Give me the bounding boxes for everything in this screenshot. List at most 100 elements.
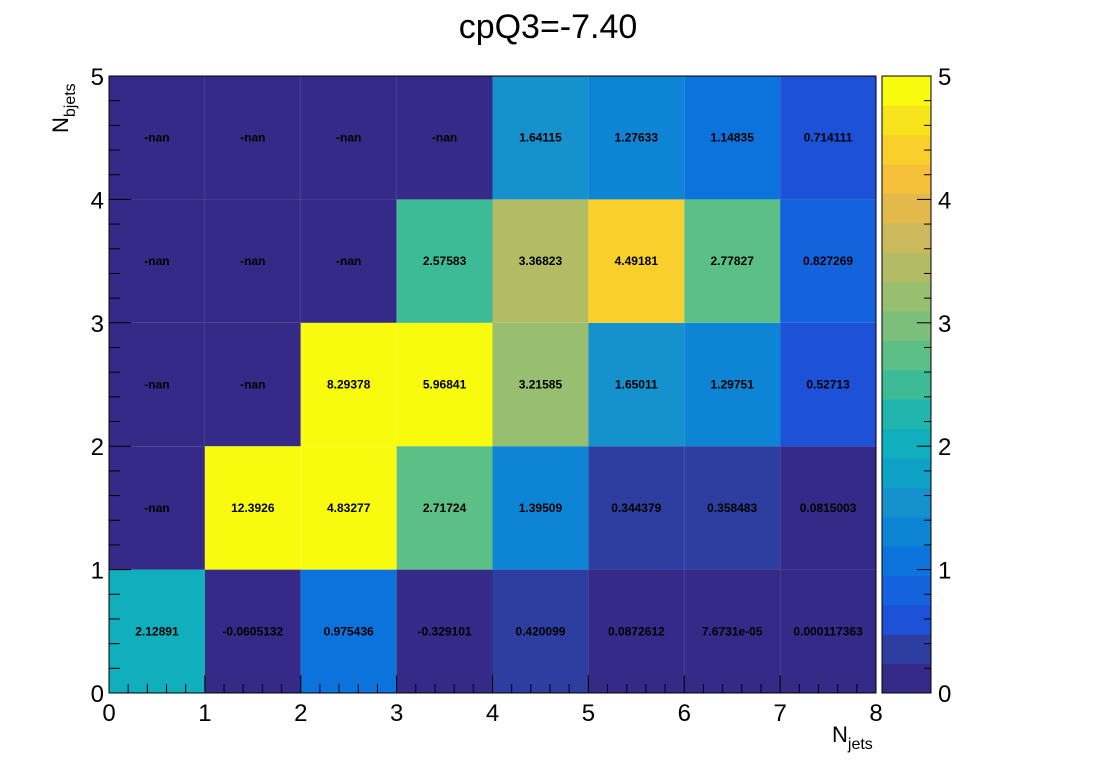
heatmap-cell xyxy=(109,322,205,447)
color-scale-swatch xyxy=(882,604,931,635)
heatmap-cell xyxy=(109,446,205,570)
color-scale-swatch xyxy=(882,663,931,694)
heatmap-cell xyxy=(109,76,205,200)
color-scale-tick-label: 4 xyxy=(938,187,951,214)
x-tick-label: 1 xyxy=(198,700,211,727)
heatmap-cell xyxy=(109,569,205,693)
x-tick-label: 3 xyxy=(390,700,403,727)
color-scale-swatch xyxy=(882,134,931,165)
cell-value-label: 8.29378 xyxy=(327,378,371,392)
y-tick-label: 2 xyxy=(91,434,104,461)
x-tick-label: 8 xyxy=(869,700,882,727)
heatmap-cell xyxy=(780,76,876,200)
heatmap-cell xyxy=(492,322,589,447)
cell-value-label: 4.83277 xyxy=(327,501,371,515)
color-scale-frame xyxy=(881,75,932,694)
heatmap-cell xyxy=(492,199,589,323)
y-tick-label: 4 xyxy=(91,187,104,214)
heatmap-cell xyxy=(300,569,397,693)
color-scale-swatch xyxy=(882,105,931,136)
cell-value-label: 1.65011 xyxy=(615,378,658,392)
cell-value-label: 0.344379 xyxy=(611,501,661,515)
heatmap-cell xyxy=(204,199,301,323)
heatmap-cell xyxy=(204,569,301,693)
color-scale-bar xyxy=(881,75,932,694)
cell-value-label: 1.39509 xyxy=(519,501,563,515)
color-scale-swatch xyxy=(882,252,931,283)
x-tick-label: 0 xyxy=(102,700,115,727)
heatmap-cell xyxy=(109,199,205,323)
y-axis-title: Nbjets xyxy=(48,83,79,133)
heatmap-cell xyxy=(204,446,301,570)
cell-value-label: 1.64115 xyxy=(519,131,562,145)
color-scale-swatch xyxy=(882,546,931,576)
heatmap-cell xyxy=(588,322,685,447)
cell-value-label: 0.975436 xyxy=(324,624,374,638)
cell-value-label: 2.57583 xyxy=(423,254,467,268)
color-scale-swatch xyxy=(882,487,931,518)
heatmap-cell xyxy=(588,569,685,693)
color-scale-tick-label: 2 xyxy=(938,434,951,461)
heatmap-cell xyxy=(588,199,685,323)
heatmap-cell xyxy=(684,446,781,570)
cell-value-label: -nan xyxy=(240,131,265,145)
cell-value-label: 0.000117363 xyxy=(793,624,863,638)
color-scale-swatch xyxy=(882,399,931,430)
color-scale-swatch xyxy=(882,281,931,312)
x-tick-label: 7 xyxy=(773,700,786,727)
y-axis-title-main: N xyxy=(48,117,73,133)
cell-value-label: -nan xyxy=(432,131,457,145)
cell-value-label: 0.420099 xyxy=(515,624,565,638)
heatmap-cell xyxy=(780,322,876,447)
heatmap-cell xyxy=(204,322,301,447)
heatmap-cell xyxy=(684,199,781,323)
color-scale-tick-label: 5 xyxy=(938,64,951,91)
heatmap-cell xyxy=(684,322,781,447)
cell-value-label: 4.49181 xyxy=(615,254,659,268)
x-tick-label: 5 xyxy=(582,700,595,727)
cell-value-label: -nan xyxy=(144,131,169,145)
color-scale-swatch xyxy=(882,193,931,224)
heatmap-cell xyxy=(300,199,397,323)
cell-value-label: -nan xyxy=(144,254,169,268)
y-tick-label: 3 xyxy=(91,311,104,338)
cell-value-label: 0.827269 xyxy=(803,254,853,268)
cell-value-label: 12.3926 xyxy=(231,501,275,515)
x-tick-label: 4 xyxy=(486,700,499,727)
color-scale-tick-label: 3 xyxy=(938,311,951,338)
cell-value-label: 3.36823 xyxy=(519,254,563,268)
cell-value-label: -nan xyxy=(336,131,361,145)
cell-value-label: 1.29751 xyxy=(710,378,754,392)
heatmap-cell xyxy=(492,446,589,570)
heatmap-cell xyxy=(396,446,493,570)
x-tick-label: 2 xyxy=(294,700,307,727)
color-scale-swatch xyxy=(882,428,931,459)
chart-title: cpQ3=-7.40 xyxy=(459,8,638,46)
y-tick-label: 5 xyxy=(91,64,104,91)
heatmap-cell xyxy=(780,446,876,570)
x-axis-title: Njets xyxy=(832,722,873,753)
cell-value-label: -0.0605132 xyxy=(222,624,283,638)
cell-value-label: 1.27633 xyxy=(615,131,659,145)
x-axis-title-main: N xyxy=(832,722,848,747)
cell-value-label: 2.77827 xyxy=(710,254,754,268)
cell-value-label: 0.0815003 xyxy=(800,501,857,515)
cell-value-label: 3.21585 xyxy=(519,378,563,392)
cell-value-label: 2.12891 xyxy=(135,624,179,638)
heatmap-cell xyxy=(684,569,781,693)
cell-value-label: -nan xyxy=(336,254,361,268)
heatmap-cell xyxy=(300,76,397,200)
cell-value-label: 2.71724 xyxy=(423,501,467,515)
x-axis-title-subscript: jets xyxy=(847,736,873,753)
color-scale-tick-label: 0 xyxy=(938,681,951,708)
y-axis: 0 1 2 3 4 5 xyxy=(91,64,131,708)
heatmap-cell xyxy=(396,322,493,447)
heatmap-cell xyxy=(588,446,685,570)
heatmap-cell xyxy=(780,199,876,323)
svg-text:Njets: Njets xyxy=(832,722,873,753)
heatmap-cell xyxy=(588,76,685,200)
x-axis: 0 1 2 3 4 5 6 7 8 xyxy=(102,675,883,727)
y-tick-label: 1 xyxy=(91,558,104,585)
heatmap-cell xyxy=(492,569,589,693)
color-scale-swatch xyxy=(882,516,931,547)
